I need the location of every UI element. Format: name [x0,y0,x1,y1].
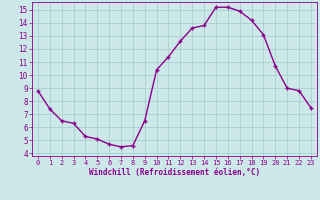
X-axis label: Windchill (Refroidissement éolien,°C): Windchill (Refroidissement éolien,°C) [89,168,260,177]
